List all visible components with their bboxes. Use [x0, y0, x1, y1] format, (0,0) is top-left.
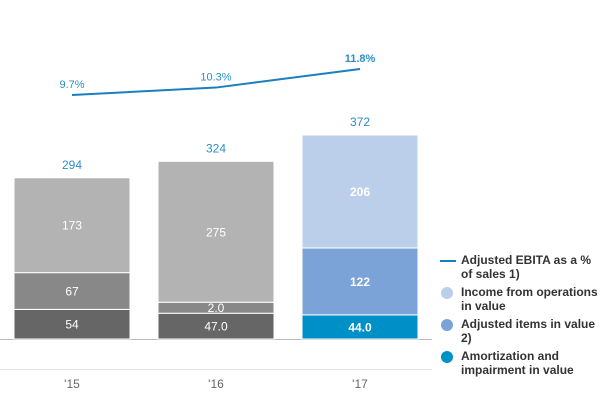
- legend-item-ebita: Adjusted EBITA as a % of sales 1): [438, 253, 600, 281]
- ebita-line: [71, 67, 361, 96]
- line-point-label: 9.7%: [59, 79, 84, 91]
- legend-line-swatch: [440, 260, 456, 262]
- bar-segment-label: 47.0: [204, 320, 228, 334]
- bar-segment: [13, 272, 131, 310]
- legend-label: Income from operations in value: [461, 285, 598, 313]
- bar-segment: [13, 177, 131, 274]
- bar-segment-label: 44.0: [348, 320, 372, 334]
- bar-segment-label: 54: [65, 318, 79, 332]
- x-tick-label: '15: [64, 377, 80, 391]
- bar-total-label: 324: [206, 141, 226, 155]
- legend-item-amortization: Amortization and impairment in value: [438, 349, 600, 377]
- bar-total-label: 294: [62, 158, 82, 172]
- line-point-label: 10.3%: [200, 72, 231, 84]
- bar-segment-label: 206: [350, 185, 370, 199]
- bar-segment: [13, 308, 131, 340]
- legend-label: Adjusted EBITA as a % of sales 1): [461, 253, 592, 281]
- legend-label: Amortization and impairment in value: [461, 349, 574, 377]
- x-tick-label: '16: [208, 377, 224, 391]
- bar-segment-label: 67: [65, 285, 79, 299]
- bar-segment-label: 2.0: [208, 301, 225, 315]
- line-point-label: 11.8%: [345, 53, 376, 65]
- bar-segment-label: 173: [62, 219, 82, 233]
- bar-segment-label: 122: [350, 275, 370, 289]
- legend: Adjusted EBITA as a % of sales 1) Income…: [438, 253, 600, 381]
- bar-segment-label: 275: [206, 225, 226, 239]
- legend-item-income: Income from operations in value: [438, 285, 600, 313]
- bar-segment: [157, 160, 275, 303]
- legend-item-adjusted: Adjusted items in value 2): [438, 317, 600, 345]
- bar-total-label: 372: [350, 115, 370, 129]
- bar-segment: [301, 134, 419, 249]
- legend-dot-swatch: [441, 351, 453, 363]
- bar-segment: [301, 247, 419, 316]
- legend-dot-swatch: [441, 287, 453, 299]
- bar-segment: [157, 312, 275, 340]
- legend-label: Adjusted items in value 2): [461, 317, 596, 345]
- x-tick-label: '17: [352, 377, 368, 391]
- legend-dot-swatch: [441, 319, 453, 331]
